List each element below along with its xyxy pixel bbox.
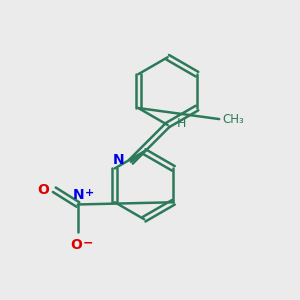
Text: N: N — [73, 188, 85, 202]
Text: O: O — [70, 238, 82, 252]
Text: N: N — [113, 153, 124, 167]
Text: O: O — [37, 183, 49, 197]
Text: −: − — [83, 237, 94, 250]
Text: CH₃: CH₃ — [222, 112, 244, 126]
Text: +: + — [85, 188, 94, 198]
Text: H: H — [177, 117, 187, 130]
